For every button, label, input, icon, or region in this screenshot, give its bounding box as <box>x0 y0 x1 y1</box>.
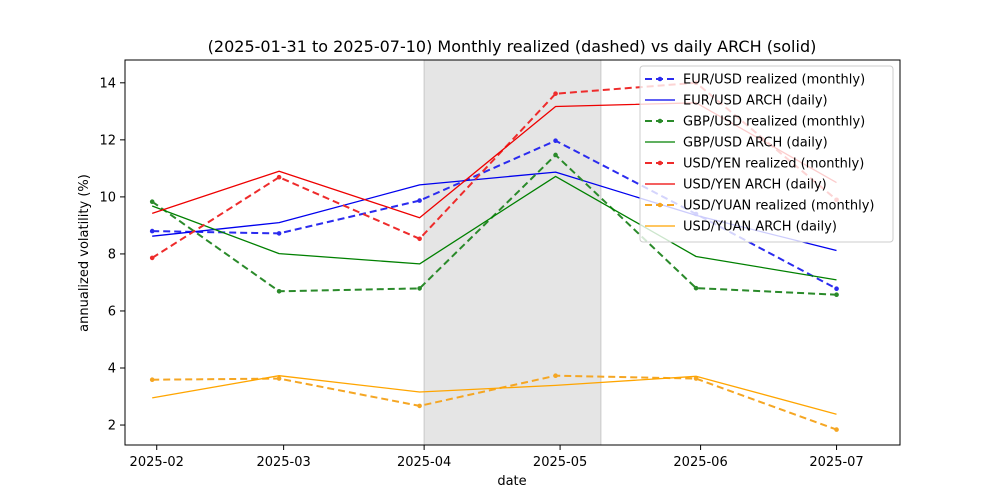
legend-marker-2 <box>657 118 663 124</box>
y-tick-label: 6 <box>108 304 116 319</box>
series-0-point-2 <box>417 198 422 203</box>
series-2-point-4 <box>693 285 699 291</box>
series-4-point-1 <box>276 174 282 180</box>
legend-label-7: USD/YUAN ARCH (daily) <box>683 220 837 235</box>
x-tick-label: 2025-05 <box>533 455 587 470</box>
legend-label-4: USD/YEN realized (monthly) <box>683 157 864 172</box>
chart-title: (2025-01-31 to 2025-07-10) Monthly reali… <box>208 37 817 56</box>
y-tick-label: 14 <box>99 76 116 91</box>
series-4-point-0 <box>149 255 155 261</box>
legend-box <box>639 65 894 243</box>
series-0-point-1 <box>276 231 282 236</box>
x-axis-label: date <box>497 474 526 489</box>
x-tick-label: 2025-07 <box>809 455 863 470</box>
y-tick-label: 4 <box>108 362 116 377</box>
legend-label-2: GBP/USD realized (monthly) <box>683 115 865 130</box>
legend-label-6: USD/YUAN realized (monthly) <box>683 199 874 214</box>
series-0-point-3 <box>553 138 558 144</box>
legend-label-0: EUR/USD realized (monthly) <box>683 73 865 88</box>
series-4-point-2 <box>417 236 422 242</box>
series-6-point-1 <box>276 376 282 381</box>
y-tick-label: 8 <box>108 247 116 262</box>
legend-marker-6 <box>657 202 663 208</box>
series-line-3 <box>151 175 837 281</box>
legend-label-1: EUR/USD ARCH (daily) <box>683 94 828 109</box>
series-2-point-0 <box>149 199 155 205</box>
x-tick-label: 2025-03 <box>256 455 310 470</box>
series-4-point-3 <box>553 91 558 96</box>
legend: EUR/USD realized (monthly) EUR/USD ARCH (… <box>639 65 894 243</box>
series-6-point-0 <box>149 377 155 382</box>
series-0-point-0 <box>149 228 155 234</box>
x-tick-label: 2025-06 <box>673 455 727 470</box>
y-tick-label: 2 <box>108 419 116 434</box>
series-6-point-3 <box>553 373 558 379</box>
series-line-7 <box>152 375 837 415</box>
series-2-point-3 <box>553 152 558 158</box>
series-2-point-2 <box>417 286 422 291</box>
series-2-point-1 <box>276 288 282 294</box>
series-6-point-4 <box>693 376 699 381</box>
y-tick-label: 12 <box>99 133 116 148</box>
series-0-point-5 <box>834 286 839 292</box>
series-2-point-5 <box>834 292 839 298</box>
series-line-2 <box>151 154 837 296</box>
series-6-point-5 <box>834 427 839 432</box>
x-tick-label: 2025-02 <box>130 455 184 470</box>
legend-marker-4 <box>657 160 663 166</box>
y-tick-label: 10 <box>99 190 116 205</box>
legend-label-3: GBP/USD ARCH (daily) <box>683 136 828 151</box>
x-tick-label: 2025-04 <box>397 455 451 470</box>
y-axis-label: annualized volatility (%) <box>77 174 92 332</box>
shaded-period <box>423 59 602 446</box>
axes-frame <box>124 59 901 446</box>
legend-marker-0 <box>657 76 663 82</box>
legend-label-5: USD/YEN ARCH (daily) <box>683 178 827 193</box>
series-line-0 <box>152 139 837 290</box>
series-6-point-2 <box>417 403 422 409</box>
